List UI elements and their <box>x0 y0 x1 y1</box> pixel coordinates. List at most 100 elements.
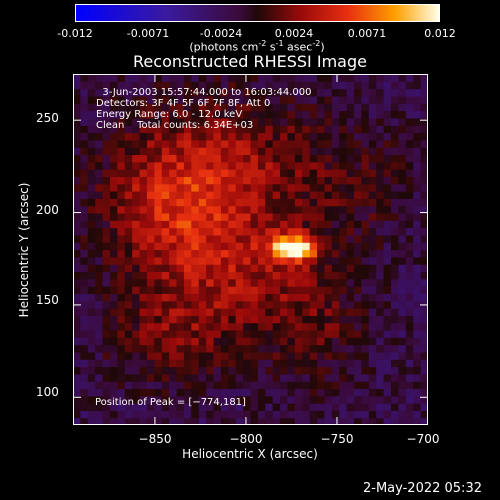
heatmap-cell <box>169 125 178 134</box>
heatmap-cell <box>302 366 311 375</box>
heatmap-cell <box>405 198 414 207</box>
heatmap-cell <box>257 220 266 229</box>
heatmap-cell <box>132 417 141 425</box>
heatmap-cell <box>109 286 118 294</box>
heatmap-cell <box>317 191 326 199</box>
heatmap-cell <box>73 125 81 134</box>
heatmap-cell <box>272 74 281 82</box>
heatmap-cell <box>176 169 185 177</box>
heatmap-cell <box>309 154 318 163</box>
heatmap-cell <box>265 125 274 134</box>
heatmap-cell <box>317 103 326 112</box>
heatmap-cell <box>169 227 178 236</box>
heatmap-cell <box>198 205 207 214</box>
heatmap-cell <box>95 249 104 258</box>
heatmap-cell <box>413 169 422 177</box>
heatmap-cell <box>139 242 148 251</box>
heatmap-cell <box>80 110 89 119</box>
heatmap-cell <box>405 395 414 404</box>
heatmap-cell <box>391 351 400 360</box>
heatmap-cell <box>124 139 133 148</box>
heatmap-cell <box>235 227 244 236</box>
heatmap-cell <box>324 417 333 425</box>
heatmap-cell <box>376 381 385 390</box>
heatmap-cell <box>413 403 422 411</box>
heatmap-cell <box>228 388 237 397</box>
heatmap-cell <box>176 81 185 90</box>
heatmap-cell <box>243 74 252 82</box>
heatmap-cell <box>391 110 400 119</box>
chart-title: Reconstructed RHESSI Image <box>133 52 367 71</box>
heatmap-cell <box>383 74 392 82</box>
heatmap-cell <box>206 132 215 141</box>
heatmap-cell <box>146 388 155 397</box>
heatmap-cell <box>302 154 311 163</box>
heatmap-cell <box>243 344 252 353</box>
heatmap-cell <box>272 249 281 258</box>
heatmap-cell <box>102 234 111 243</box>
heatmap-cell <box>309 351 318 360</box>
heatmap-cell <box>413 117 422 126</box>
heatmap-cell <box>198 88 207 97</box>
heatmap-cell <box>331 359 340 368</box>
heatmap-cell <box>183 212 192 221</box>
heatmap-cell <box>132 337 141 346</box>
heatmap-cell <box>87 169 96 177</box>
heatmap-cell <box>124 183 133 192</box>
heatmap-cell <box>383 234 392 243</box>
heatmap-cell <box>280 359 289 368</box>
heatmap-cell <box>420 74 428 82</box>
heatmap-cell <box>132 220 141 229</box>
heatmap-cell <box>213 271 222 280</box>
heatmap-cell <box>280 103 289 112</box>
heatmap-cell <box>132 373 141 382</box>
heatmap-cell <box>309 300 318 309</box>
heatmap-cell <box>413 417 422 425</box>
heatmap-cell <box>302 322 311 331</box>
heatmap-cell <box>346 191 355 199</box>
heatmap-cell <box>146 198 155 207</box>
heatmap-cell <box>346 359 355 368</box>
heatmap-cell <box>331 242 340 251</box>
heatmap-cell <box>405 132 414 141</box>
heatmap-cell <box>146 293 155 302</box>
heatmap-cell <box>405 322 414 331</box>
heatmap-cell <box>420 198 428 207</box>
heatmap-cell <box>368 403 377 411</box>
heatmap-cell <box>213 176 222 185</box>
heatmap-cell <box>250 183 259 192</box>
heatmap-cell <box>109 351 118 360</box>
heatmap-cell <box>154 74 163 82</box>
heatmap-cell <box>198 293 207 302</box>
heatmap-cell <box>420 271 428 280</box>
heatmap-cell <box>272 95 281 104</box>
heatmap-cell <box>154 95 163 104</box>
heatmap-cell <box>124 373 133 382</box>
heatmap-cell <box>376 351 385 360</box>
heatmap-cell <box>317 388 326 397</box>
heatmap-cell <box>309 359 318 368</box>
heatmap-cell <box>95 329 104 338</box>
heatmap-cell <box>198 366 207 375</box>
heatmap-cell <box>405 293 414 302</box>
heatmap-cell <box>294 227 303 236</box>
heatmap-cell <box>354 264 363 273</box>
heatmap-cell <box>117 337 126 346</box>
heatmap-cell <box>87 395 96 404</box>
heatmap-cell <box>339 322 348 331</box>
heatmap-cell <box>117 227 126 236</box>
heatmap-cell <box>198 344 207 353</box>
heatmap-cell <box>206 344 215 353</box>
heatmap-cell <box>376 373 385 382</box>
heatmap-cell <box>317 417 326 425</box>
heatmap-cell <box>213 249 222 258</box>
heatmap-cell <box>228 278 237 287</box>
heatmap-cell <box>124 132 133 141</box>
heatmap-cell <box>146 417 155 425</box>
heatmap-cell <box>73 176 81 185</box>
heatmap-cell <box>154 125 163 134</box>
heatmap-cell <box>243 373 252 382</box>
heatmap-cell <box>272 271 281 280</box>
heatmap-cell <box>132 271 141 280</box>
heatmap-cell <box>383 359 392 368</box>
